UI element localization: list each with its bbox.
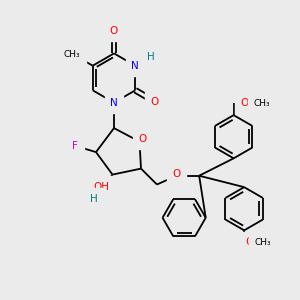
Text: OH: OH [93,182,110,192]
Text: F: F [72,141,78,151]
Text: O: O [110,26,118,36]
Text: N: N [131,61,139,71]
Text: CH₃: CH₃ [255,238,271,247]
Text: CH₃: CH₃ [253,99,270,108]
Text: H: H [90,194,98,204]
Text: O: O [172,169,181,179]
Text: CH₃: CH₃ [63,50,80,59]
Text: H: H [147,52,155,62]
Text: O: O [246,237,254,247]
Text: O: O [151,97,159,106]
Text: O: O [240,98,248,108]
Text: O: O [138,134,147,144]
Text: N: N [110,98,118,108]
